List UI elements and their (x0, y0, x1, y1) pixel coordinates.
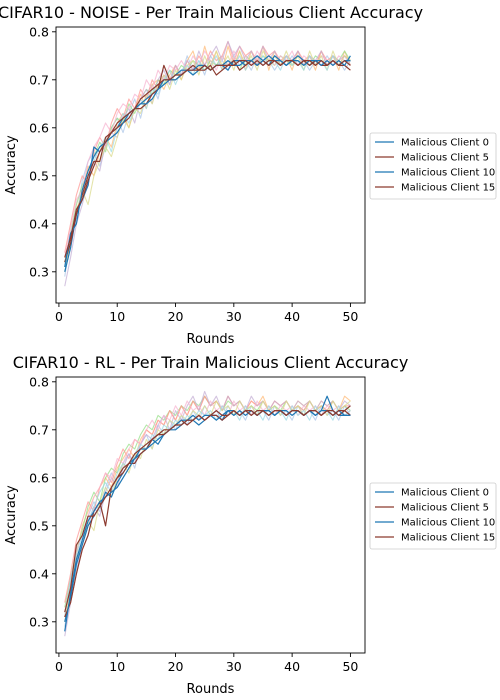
legend-box (369, 132, 497, 200)
legend-label: Malicious Client 0 (401, 488, 489, 499)
series-line-malicious-client-5 (64, 410, 351, 618)
series-line-9 (64, 400, 351, 613)
chart-title: CIFAR10 - RL - Per Train Malicious Clien… (13, 353, 409, 372)
series-line-7 (64, 395, 351, 603)
y-tick-label: 0.3 (29, 614, 49, 629)
series-line-10 (64, 50, 351, 272)
legend-label: Malicious Client 10 (401, 518, 495, 529)
series-line-11 (64, 55, 351, 268)
series-line-malicious-client-10 (64, 55, 351, 268)
series-line-7 (64, 40, 351, 253)
x-tick-label: 20 (168, 309, 184, 324)
plot-frame (55, 26, 366, 304)
series-line-malicious-client-0 (64, 55, 351, 272)
x-tick-label: 0 (55, 659, 63, 674)
x-axis-label: Rounds (187, 682, 235, 697)
y-tick-label: 0.5 (29, 168, 49, 183)
series-line-malicious-client-10 (64, 410, 351, 632)
y-tick-label: 0.7 (29, 72, 49, 87)
y-tick-label: 0.8 (29, 374, 49, 389)
x-tick-label: 40 (284, 309, 300, 324)
series-line-8 (64, 390, 351, 637)
chart-rl: CIFAR10 - RL - Per Train Malicious Clien… (4, 353, 497, 697)
legend-box (369, 482, 497, 550)
y-axis-label: Accuracy (4, 135, 19, 195)
chart-title: CIFAR10 - NOISE - Per Train Malicious Cl… (0, 3, 423, 22)
legend-label: Malicious Client 5 (401, 503, 489, 514)
x-tick-label: 10 (109, 309, 125, 324)
legend: Malicious Client 0 Malicious Client 5 Mali… (369, 482, 497, 550)
x-tick-label: 50 (342, 659, 358, 674)
series-line-6 (64, 50, 351, 263)
y-tick-label: 0.6 (29, 120, 49, 135)
legend: Malicious Client 0 Malicious Client 5 Mali… (369, 132, 497, 200)
y-tick-label: 0.5 (29, 518, 49, 533)
series-lines (64, 390, 351, 637)
x-axis-label: Rounds (187, 332, 235, 347)
y-tick-label: 0.8 (29, 24, 49, 39)
plot-frame (55, 376, 366, 654)
y-tick-label: 0.3 (29, 264, 49, 279)
y-tick-label: 0.4 (29, 216, 49, 231)
x-tick-label: 30 (226, 659, 242, 674)
y-axis-label: Accuracy (4, 485, 19, 545)
series-line-malicious-client-15 (64, 405, 351, 613)
series-line-6 (64, 395, 351, 608)
chart-noise: CIFAR10 - NOISE - Per Train Malicious Cl… (0, 3, 497, 347)
series-line-5 (64, 395, 351, 618)
y-tick-label: 0.4 (29, 566, 49, 581)
series-line-malicious-client-15 (64, 59, 351, 258)
x-tick-label: 30 (226, 309, 242, 324)
y-tick-label: 0.7 (29, 422, 49, 437)
legend-label: Malicious Client 10 (401, 168, 495, 179)
series-lines (64, 40, 351, 287)
legend-label: Malicious Client 15 (401, 533, 495, 544)
series-line-8 (64, 40, 351, 287)
series-line-5 (64, 45, 351, 268)
x-tick-label: 10 (109, 659, 125, 674)
series-line-11 (64, 405, 351, 618)
x-tick-label: 50 (342, 309, 358, 324)
series-line-9 (64, 50, 351, 258)
x-tick-label: 20 (168, 659, 184, 674)
series-line-4 (64, 55, 351, 277)
legend-label: Malicious Client 5 (401, 153, 489, 164)
x-tick-label: 40 (284, 659, 300, 674)
legend-label: Malicious Client 15 (401, 183, 495, 194)
y-tick-label: 0.6 (29, 470, 49, 485)
x-tick-label: 0 (55, 309, 63, 324)
series-line-malicious-client-5 (64, 59, 351, 263)
legend-label: Malicious Client 0 (401, 138, 489, 149)
